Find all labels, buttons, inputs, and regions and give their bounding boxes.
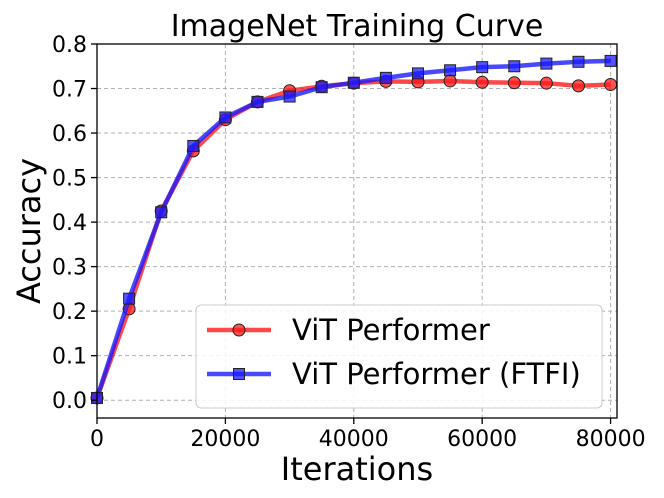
data-point-vit-performer-ftfi [155,206,168,219]
data-point-vit-performer-ftfi [540,57,553,70]
x-axis-label: Iterations [281,450,433,488]
data-point-vit-performer [443,74,457,88]
data-point-vit-performer-ftfi [508,60,521,73]
legend-box [195,304,603,409]
legend-marker-vit-performer [232,323,246,337]
data-point-vit-performer [571,79,585,93]
y-tick-label: 0.4 [52,211,87,236]
data-point-vit-performer-ftfi [347,76,360,89]
x-tick-label: 0 [90,427,104,452]
chart-title: ImageNet Training Curve [171,9,544,44]
series-layer [90,54,618,405]
legend-label-vit-performer-ftfi: ViT Performer (FTFI) [292,357,581,391]
plot-area [96,43,618,419]
data-point-vit-performer-ftfi [283,90,296,103]
data-point-vit-performer-ftfi [187,139,200,152]
y-tick-label: 0.8 [52,33,87,58]
data-point-vit-performer-ftfi [444,64,457,77]
y-tick-label: 0.6 [52,122,87,147]
y-axis: 0.0 0.1 0.2 0.3 0.4 0.5 0.6 0.7 0.8 [52,33,97,414]
y-tick-label: 0.3 [52,256,87,281]
data-point-vit-performer [507,76,521,90]
y-axis-label: Accuracy [10,158,48,304]
y-tick-label: 0.1 [52,345,87,370]
data-point-vit-performer [539,76,553,90]
x-tick-label: 40000 [319,427,389,452]
legend: ViT Performer ViT Performer (FTFI) [195,304,603,409]
y-tick-label: 0.0 [52,389,87,414]
legend-label-vit-performer: ViT Performer [292,313,490,347]
x-tick-label: 60000 [447,427,517,452]
data-point-vit-performer-ftfi [123,292,136,305]
data-point-vit-performer-ftfi [476,61,489,74]
data-point-vit-performer-ftfi [315,81,328,94]
data-point-vit-performer-ftfi [251,95,264,108]
y-tick-label: 0.5 [52,167,87,192]
x-tick-label: 20000 [190,427,260,452]
y-tick-label: 0.2 [52,300,87,325]
x-tick-label: 80000 [576,427,646,452]
x-axis: 0 20000 40000 60000 80000 [90,418,646,452]
y-tick-label: 0.7 [52,78,87,103]
data-point-vit-performer-ftfi [604,54,617,67]
legend-marker-vit-performer-ftfi [233,368,245,380]
data-point-vit-performer [604,78,618,92]
data-point-vit-performer-ftfi [411,67,424,80]
data-point-vit-performer-ftfi [219,111,232,124]
data-point-vit-performer-ftfi [572,55,585,68]
data-point-vit-performer-ftfi [379,71,392,84]
data-point-vit-performer [475,75,489,89]
series-vit-performer-ftfi [91,54,617,404]
